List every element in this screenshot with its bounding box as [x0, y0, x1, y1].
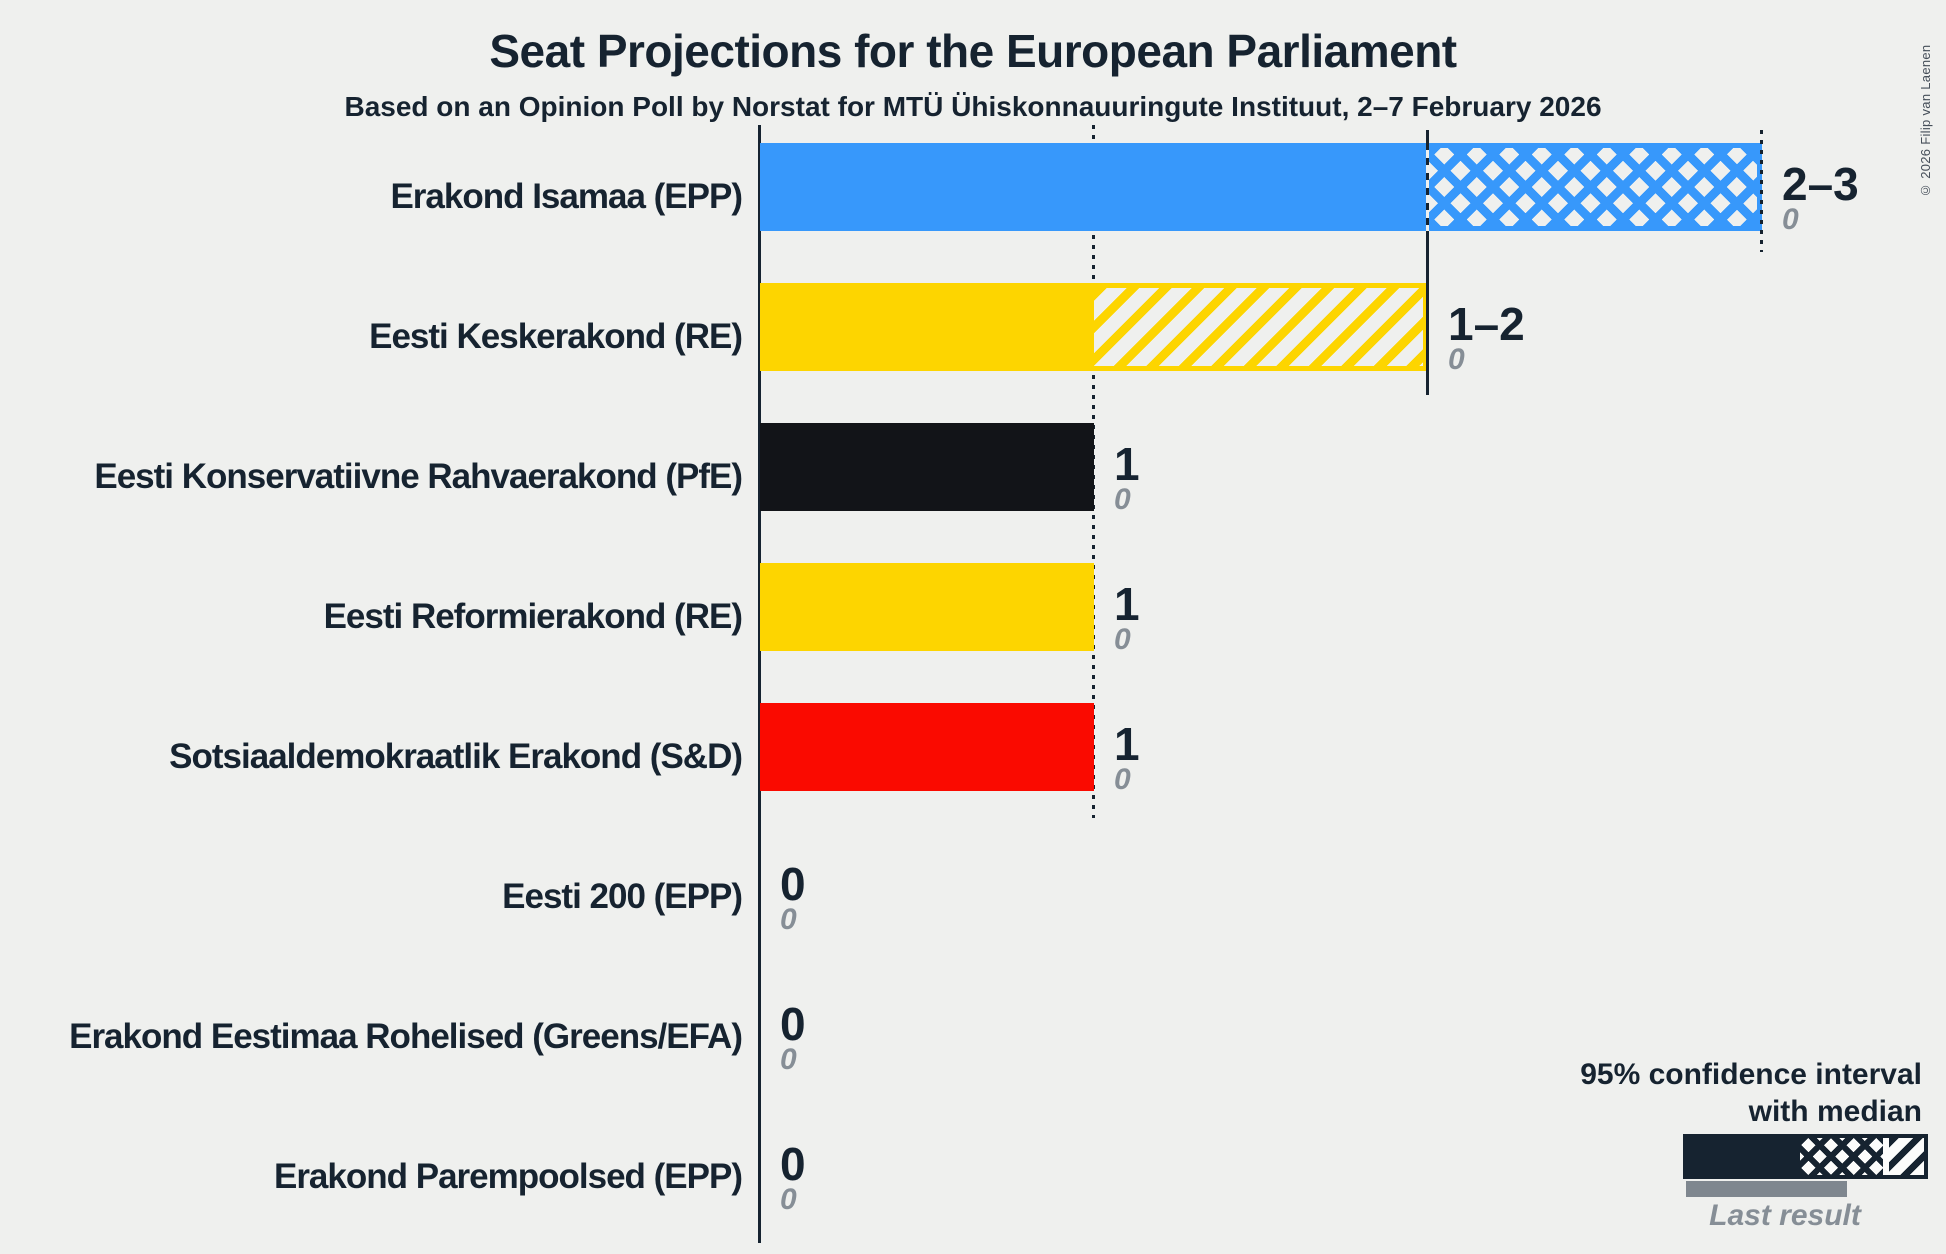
- party-label: Eesti Reformierakond (RE): [323, 597, 743, 636]
- copyright-note: © 2026 Filip van Laenen: [1918, 44, 1933, 198]
- bar-solid: [760, 143, 1428, 231]
- last-result-value-label: 0: [1448, 343, 1465, 376]
- bar-confidence-hatch: [1428, 143, 1762, 231]
- party-label: Eesti 200 (EPP): [502, 877, 743, 916]
- last-result-value-label: 0: [1114, 763, 1131, 796]
- bar-solid: [760, 283, 1094, 371]
- legend-solid-section: [1687, 1138, 1800, 1175]
- guide-line-dotted-3: [1760, 130, 1763, 252]
- last-result-value-label: 0: [780, 1183, 797, 1216]
- party-label: Erakond Parempoolsed (EPP): [273, 1157, 743, 1196]
- bar-solid: [760, 563, 1094, 651]
- legend-title-line2: with median: [1748, 1095, 1922, 1128]
- last-result-value-label: 0: [1114, 623, 1131, 656]
- bar-solid: [760, 703, 1094, 791]
- value-label: 1: [1114, 718, 1140, 770]
- party-label: Sotsiaaldemokraatlik Erakond (S&D): [169, 737, 743, 776]
- chart-title: Seat Projections for the European Parlia…: [489, 25, 1457, 77]
- legend-confidence-interval-swatch: [1683, 1134, 1928, 1179]
- bar-solid: [760, 423, 1094, 511]
- party-label: Eesti Keskerakond (RE): [369, 317, 743, 356]
- value-label: 2–3: [1782, 158, 1859, 210]
- y-axis-line: [758, 125, 761, 1243]
- last-result-value-label: 0: [780, 903, 797, 936]
- party-label: Erakond Isamaa (EPP): [390, 177, 743, 216]
- value-label: 0: [780, 1138, 806, 1190]
- value-label: 0: [780, 998, 806, 1050]
- value-label: 1–2: [1448, 298, 1525, 350]
- value-label: 1: [1114, 438, 1140, 490]
- value-label: 1: [1114, 578, 1140, 630]
- last-result-value-label: 0: [1114, 483, 1131, 516]
- last-result-value-label: 0: [780, 1043, 797, 1076]
- bar-confidence-hatch: [1094, 283, 1428, 371]
- party-label: Erakond Eestimaa Rohelised (Greens/EFA): [69, 1017, 743, 1056]
- value-label: 0: [780, 858, 806, 910]
- legend-diagonal-hatch-section: [1883, 1138, 1924, 1175]
- chart-subtitle: Based on an Opinion Poll by Norstat for …: [344, 91, 1602, 122]
- legend-last-result-label: Last result: [1709, 1199, 1861, 1232]
- guide-line-solid-2: [1426, 231, 1429, 395]
- guide-line-solid-2-tick: [1426, 130, 1429, 143]
- legend-last-result-bar: [1686, 1181, 1847, 1197]
- legend-title-line1: 95% confidence interval: [1580, 1058, 1922, 1091]
- legend-crosshatch-section: [1800, 1138, 1883, 1175]
- party-label: Eesti Konservatiivne Rahvaerakond (PfE): [94, 457, 743, 496]
- guide-line-dashed-over-bar-2: [1426, 143, 1429, 231]
- last-result-value-label: 0: [1782, 203, 1799, 236]
